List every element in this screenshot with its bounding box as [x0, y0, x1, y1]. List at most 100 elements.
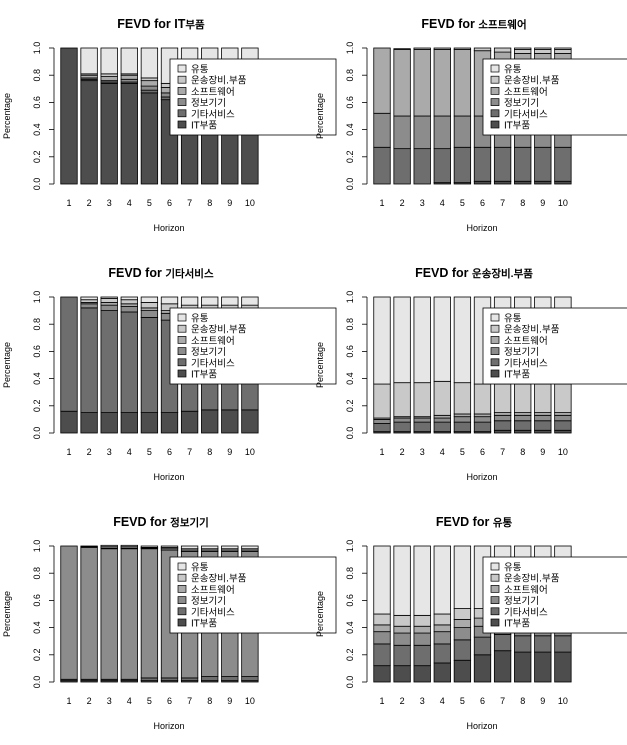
bar-segment-8-6	[201, 545, 219, 550]
bar-segment-2-1	[393, 665, 411, 683]
bar-segment-10-2	[241, 676, 259, 682]
legend-label: 유통	[504, 563, 522, 574]
legend-label: 정보기기	[504, 596, 539, 607]
bar-segment-9-5	[534, 48, 552, 54]
legend-label: IT부품	[191, 619, 217, 630]
bar-segment-6-6	[160, 296, 179, 305]
bar-segment-6-5	[473, 383, 492, 415]
legend-label: 기타서비스	[504, 109, 548, 120]
x-tick-label: 7	[500, 696, 505, 706]
bar-segment-4-1	[120, 412, 138, 434]
legend-label: 유통	[504, 65, 522, 76]
legend-label: 운송장비.부품	[504, 325, 560, 336]
y-axis-label: Percentage	[315, 93, 325, 139]
bar-segment-3-6	[100, 544, 118, 548]
chart-title-sub: 운송장비.부품	[472, 267, 533, 280]
bar-segment-4-3	[433, 115, 451, 150]
legend-swatch	[177, 87, 187, 95]
bar-segment-1-6	[373, 545, 391, 615]
bar-segment-4-2	[120, 311, 138, 413]
legend-label: IT부품	[504, 619, 530, 630]
legend-swatch	[177, 585, 187, 593]
bar-segment-3-5	[413, 47, 431, 50]
x-tick-label: 4	[127, 198, 132, 208]
legend-swatch	[177, 336, 187, 344]
bar-segment-5-6	[453, 296, 472, 384]
bar-segment-7-6	[180, 296, 199, 306]
bar-segment-9-2	[221, 676, 239, 682]
chart-title: FEVD for 정보기기	[113, 515, 209, 529]
bar-segment-5-3	[140, 85, 159, 91]
bar-segment-7-1	[493, 650, 512, 683]
bar-segment-8-2	[514, 420, 532, 431]
legend-label: 소프트웨어	[504, 335, 548, 347]
x-tick-label: 2	[400, 696, 405, 706]
x-tick-label: 9	[227, 198, 232, 208]
bar-segment-2-6	[393, 545, 411, 616]
bar-segment-5-3	[140, 548, 159, 679]
bar-segment-3-3	[413, 417, 431, 423]
legend-label: 소프트웨어	[191, 584, 235, 596]
bar-segment-5-2	[453, 421, 472, 433]
x-tick-label: 4	[440, 447, 445, 457]
bar-segment-1-5	[373, 383, 391, 419]
bar-segment-3-2	[413, 148, 431, 185]
y-tick-label: 0.8	[345, 69, 355, 82]
bar-segment-5-5	[453, 47, 472, 50]
y-tick-label: 0.2	[32, 151, 42, 164]
bar-segment-3-3	[100, 304, 118, 312]
bar-segment-4-3	[433, 631, 451, 645]
bar-segment-4-2	[433, 148, 451, 184]
bar-segment-10-2	[554, 635, 572, 653]
legend-label: 유통	[191, 314, 209, 325]
bar-segment-1-3	[373, 112, 391, 148]
x-axis-label: Horizon	[153, 472, 184, 482]
x-tick-label: 6	[480, 198, 485, 208]
legend-swatch	[177, 324, 187, 333]
bar-segment-6-1	[473, 180, 492, 185]
bar-segment-2-2	[393, 421, 411, 433]
legend-label: 유통	[504, 314, 522, 325]
bar-segment-1-2	[373, 643, 391, 667]
bar-segment-5-4	[140, 307, 159, 312]
x-tick-label: 1	[379, 696, 384, 706]
bar-segment-3-3	[413, 115, 431, 150]
bar-segment-5-4	[453, 413, 472, 418]
bar-segment-4-4	[433, 48, 451, 117]
bar-segment-3-2	[413, 644, 431, 667]
legend-label: 운송장비.부품	[191, 76, 247, 87]
x-tick-label: 8	[207, 198, 212, 208]
bar-segment-4-6	[433, 296, 451, 382]
bar-segment-4-6	[120, 47, 138, 75]
bar-segment-4-2	[433, 421, 451, 433]
y-tick-label: 0.8	[32, 318, 42, 331]
bar-segment-8-1	[514, 651, 532, 683]
bar-segment-3-6	[100, 47, 118, 75]
x-tick-label: 6	[167, 696, 172, 706]
x-tick-label: 8	[520, 696, 525, 706]
bar-segment-3-4	[413, 48, 431, 117]
y-tick-label: 0.0	[32, 427, 42, 440]
legend-swatch	[177, 618, 187, 627]
chart-title-sub: 부품	[185, 19, 205, 31]
y-axis-label: Percentage	[2, 342, 12, 388]
legend-swatch	[177, 596, 187, 604]
bar-segment-1-1	[60, 410, 78, 434]
y-tick-label: 1.0	[345, 540, 355, 553]
y-tick-label: 0.8	[32, 567, 42, 580]
bar-segment-2-3	[80, 303, 98, 309]
legend-label: 소프트웨어	[504, 86, 548, 98]
legend-label: 소프트웨어	[191, 335, 235, 347]
bar-segment-6-2	[473, 146, 492, 182]
legend-box	[482, 58, 627, 136]
bar-segment-10-1	[554, 429, 572, 434]
bar-segment-6-1	[473, 654, 492, 683]
y-tick-label: 0.6	[345, 594, 355, 607]
x-tick-label: 1	[379, 447, 384, 457]
x-tick-label: 5	[460, 447, 465, 457]
bar-segment-5-1	[140, 92, 159, 185]
legend-label: 운송장비.부품	[504, 574, 560, 585]
y-tick-label: 0.6	[345, 345, 355, 358]
